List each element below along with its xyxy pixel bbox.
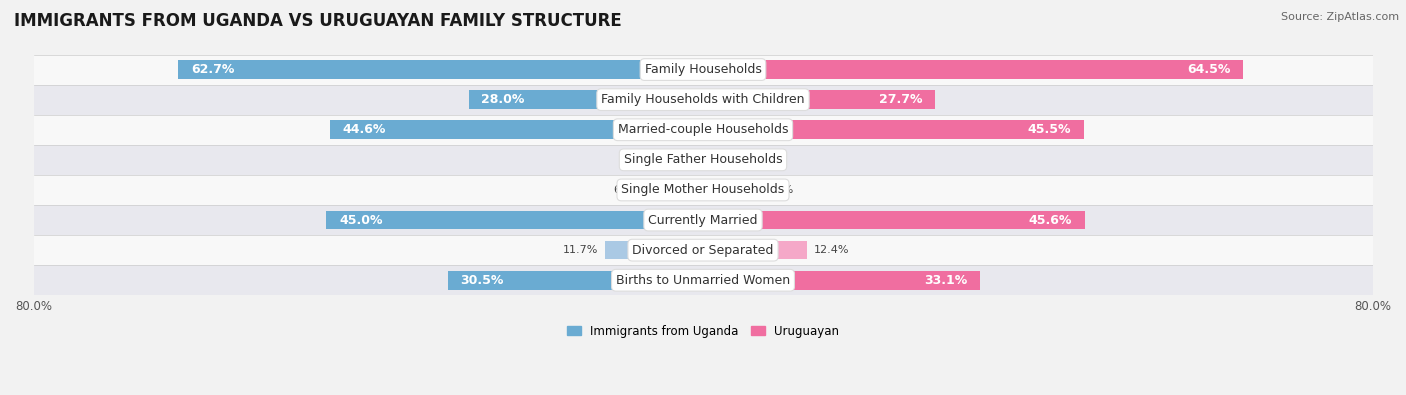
- Bar: [447, 271, 703, 290]
- Text: Source: ZipAtlas.com: Source: ZipAtlas.com: [1281, 12, 1399, 22]
- Bar: [34, 175, 1372, 205]
- Bar: [703, 241, 807, 260]
- Bar: [703, 211, 1084, 229]
- Bar: [703, 60, 1243, 79]
- Text: Family Households with Children: Family Households with Children: [602, 93, 804, 106]
- Text: 45.5%: 45.5%: [1028, 123, 1071, 136]
- Bar: [34, 145, 1372, 175]
- Text: 11.7%: 11.7%: [562, 245, 599, 255]
- Bar: [703, 271, 980, 290]
- Bar: [605, 241, 703, 260]
- Text: 2.4%: 2.4%: [648, 155, 676, 165]
- Bar: [330, 120, 703, 139]
- Bar: [703, 181, 758, 199]
- Text: 27.7%: 27.7%: [879, 93, 922, 106]
- Bar: [34, 265, 1372, 295]
- Text: Single Father Households: Single Father Households: [624, 153, 782, 166]
- Text: 6.6%: 6.6%: [613, 185, 641, 195]
- Bar: [703, 90, 935, 109]
- Text: IMMIGRANTS FROM UGANDA VS URUGUAYAN FAMILY STRUCTURE: IMMIGRANTS FROM UGANDA VS URUGUAYAN FAMI…: [14, 12, 621, 30]
- Bar: [468, 90, 703, 109]
- Text: 62.7%: 62.7%: [191, 63, 235, 76]
- Text: Divorced or Separated: Divorced or Separated: [633, 244, 773, 257]
- Bar: [34, 235, 1372, 265]
- Bar: [703, 150, 723, 169]
- Text: Family Households: Family Households: [644, 63, 762, 76]
- Bar: [648, 181, 703, 199]
- Legend: Immigrants from Uganda, Uruguayan: Immigrants from Uganda, Uruguayan: [562, 320, 844, 342]
- Bar: [34, 85, 1372, 115]
- Bar: [34, 205, 1372, 235]
- Bar: [34, 115, 1372, 145]
- Text: 28.0%: 28.0%: [481, 93, 524, 106]
- Text: Married-couple Households: Married-couple Households: [617, 123, 789, 136]
- Text: Single Mother Households: Single Mother Households: [621, 183, 785, 196]
- Text: Births to Unmarried Women: Births to Unmarried Women: [616, 274, 790, 287]
- Bar: [703, 120, 1084, 139]
- Text: 2.4%: 2.4%: [730, 155, 758, 165]
- Text: 45.0%: 45.0%: [339, 214, 382, 227]
- Text: 33.1%: 33.1%: [924, 274, 967, 287]
- Text: 64.5%: 64.5%: [1187, 63, 1230, 76]
- Text: Currently Married: Currently Married: [648, 214, 758, 227]
- Text: 6.6%: 6.6%: [765, 185, 793, 195]
- Bar: [34, 55, 1372, 85]
- Text: 12.4%: 12.4%: [814, 245, 849, 255]
- Text: 30.5%: 30.5%: [460, 274, 503, 287]
- Text: 44.6%: 44.6%: [342, 123, 385, 136]
- Bar: [683, 150, 703, 169]
- Bar: [179, 60, 703, 79]
- Bar: [326, 211, 703, 229]
- Text: 45.6%: 45.6%: [1029, 214, 1071, 227]
